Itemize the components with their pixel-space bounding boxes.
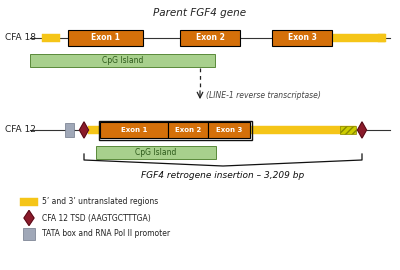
Bar: [272, 30, 332, 46]
Text: Exon 1: Exon 1: [121, 127, 147, 133]
Text: TATA box and RNA Pol II promoter: TATA box and RNA Pol II promoter: [42, 230, 170, 238]
Bar: [208, 122, 250, 138]
Text: (LINE-1 reverse transcriptase): (LINE-1 reverse transcriptase): [206, 90, 321, 100]
Text: Parent FGF4 gene: Parent FGF4 gene: [154, 8, 246, 18]
Bar: [68, 30, 143, 46]
Text: Exon 3: Exon 3: [216, 127, 242, 133]
Polygon shape: [358, 122, 366, 138]
Text: Exon 2: Exon 2: [175, 127, 201, 133]
Bar: [340, 126, 356, 134]
Text: CpG Island: CpG Island: [102, 56, 143, 65]
Text: Exon 1: Exon 1: [91, 33, 120, 42]
Text: CFA 18: CFA 18: [5, 33, 36, 42]
Bar: [98, 120, 252, 140]
Text: CFA 12: CFA 12: [5, 126, 36, 134]
Bar: [30, 54, 215, 67]
Text: CFA 12 TSD (AAGTGCTTTGA): CFA 12 TSD (AAGTGCTTTGA): [42, 214, 151, 222]
Text: Exon 2: Exon 2: [196, 33, 224, 42]
Bar: [290, 34, 385, 42]
Bar: [42, 34, 60, 42]
Polygon shape: [80, 122, 88, 138]
Bar: [23, 228, 35, 240]
Bar: [88, 126, 356, 134]
Bar: [100, 122, 168, 138]
Text: 5’ and 3’ untranslated regions: 5’ and 3’ untranslated regions: [42, 197, 158, 207]
Bar: [180, 30, 240, 46]
Bar: [168, 122, 208, 138]
Bar: [378, 34, 386, 42]
Text: FGF4 retrogene insertion – 3,209 bp: FGF4 retrogene insertion – 3,209 bp: [141, 171, 305, 180]
Polygon shape: [24, 211, 34, 225]
Text: CpG Island: CpG Island: [135, 148, 177, 157]
Bar: [20, 198, 38, 206]
Bar: [65, 123, 74, 137]
Text: Exon 3: Exon 3: [288, 33, 316, 42]
Bar: [96, 146, 216, 159]
